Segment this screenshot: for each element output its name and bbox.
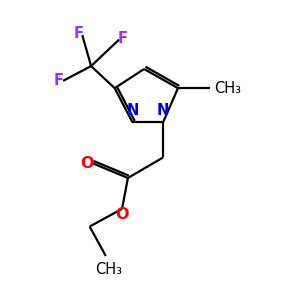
Text: O: O: [115, 207, 129, 222]
Text: N: N: [157, 103, 170, 118]
Text: CH₃: CH₃: [95, 262, 122, 277]
Text: F: F: [74, 26, 84, 41]
Text: F: F: [54, 73, 64, 88]
Text: CH₃: CH₃: [214, 81, 241, 96]
Text: N: N: [126, 103, 139, 118]
Text: O: O: [80, 156, 94, 171]
Text: F: F: [118, 31, 128, 46]
